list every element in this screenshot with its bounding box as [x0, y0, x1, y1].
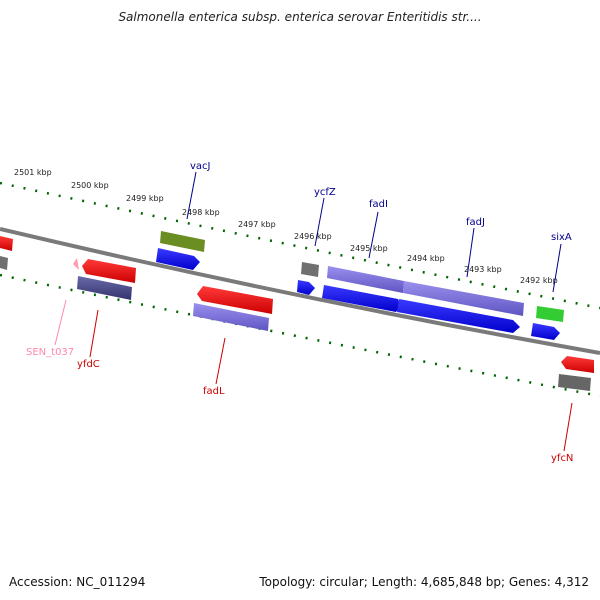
gene-label-fadL[interactable]: fadL	[203, 386, 225, 397]
tick-label: 2493 kbp	[464, 265, 502, 274]
accession-text: Accession: NC_011294	[9, 575, 146, 589]
tick-label: 2494 kbp	[407, 254, 445, 263]
fadL-gene[interactable]	[193, 303, 269, 331]
tick-label: 2496 kbp	[294, 232, 332, 241]
tick-label: 2500 kbp	[71, 181, 109, 190]
tick-label: 2495 kbp	[350, 244, 388, 253]
fadJ-gene[interactable]	[403, 281, 524, 316]
sixA-cds[interactable]	[531, 323, 560, 340]
gene-label-ycfZ[interactable]: ycfZ	[314, 187, 336, 198]
upper-tick-ring	[0, 181, 600, 310]
gene-block-left-grey[interactable]	[0, 256, 8, 270]
gene-label-yfdC[interactable]: yfdC	[77, 359, 100, 370]
yfdC-gene[interactable]	[77, 276, 132, 300]
tick-label: 2497 kbp	[238, 220, 276, 229]
yfdC-cds[interactable]	[82, 259, 136, 283]
SEN_t037-rna[interactable]	[73, 258, 79, 270]
ycfZ-pseudo[interactable]	[301, 262, 319, 277]
lower-features	[73, 258, 594, 391]
upper-features	[0, 231, 564, 340]
tick-label: 2501 kbp	[14, 168, 52, 177]
tick-label: 2498 kbp	[182, 208, 220, 217]
fadJ-cds[interactable]	[397, 299, 520, 333]
backbone-line	[0, 227, 600, 355]
gene-block-left-red[interactable]	[0, 236, 13, 251]
ycfZ-cds[interactable]	[297, 280, 315, 295]
gene-label-fadI[interactable]: fadI	[369, 199, 388, 210]
leader-lines	[54, 171, 573, 452]
gene-label-SEN_t037[interactable]: SEN_t037	[26, 347, 74, 358]
gene-label-fadJ[interactable]: fadJ	[466, 217, 485, 228]
tick-label: 2499 kbp	[126, 194, 164, 203]
map-title: Salmonella enterica subsp. enterica sero…	[118, 10, 482, 24]
tick-label: 2492 kbp	[520, 276, 558, 285]
yfcN-cds[interactable]	[561, 356, 594, 373]
gene-labels: vacJ ycfZ fadI fadJ sixA SEN_t037 yfdC f…	[26, 161, 573, 464]
sixA-feature[interactable]	[536, 306, 564, 322]
fadI-gene[interactable]	[327, 266, 404, 293]
fadI-cds[interactable]	[322, 285, 401, 312]
vacJ-rna[interactable]	[160, 231, 205, 252]
gene-label-sixA[interactable]: sixA	[551, 232, 572, 243]
genome-summary-text: Topology: circular; Length: 4,685,848 bp…	[259, 575, 589, 589]
fadL-cds[interactable]	[197, 286, 273, 314]
yfcN-gene[interactable]	[558, 374, 591, 391]
vacJ-cds[interactable]	[156, 248, 200, 270]
gene-label-vacJ[interactable]: vacJ	[190, 161, 211, 172]
tick-labels: 2501 kbp 2500 kbp 2499 kbp 2498 kbp 2497…	[14, 168, 558, 285]
lower-tick-ring	[0, 273, 600, 398]
gene-label-yfcN[interactable]: yfcN	[551, 453, 573, 464]
